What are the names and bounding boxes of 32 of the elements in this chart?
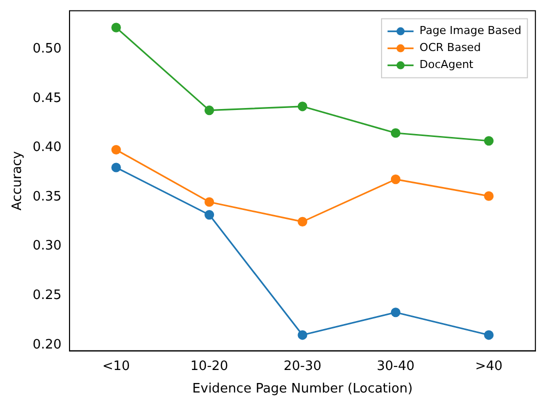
y-tick-label: 0.35 xyxy=(32,189,62,204)
point xyxy=(204,210,214,220)
x-axis-title: Evidence Page Number (Location) xyxy=(192,382,413,397)
x-tick-label: 10-20 xyxy=(190,358,228,374)
point xyxy=(390,174,400,184)
y-tick-label: 0.45 xyxy=(32,90,62,106)
point xyxy=(111,22,121,32)
x-tick-label: 30-40 xyxy=(376,358,415,374)
point xyxy=(390,128,400,138)
x-tick-label: >40 xyxy=(475,358,503,374)
point xyxy=(111,162,121,172)
point xyxy=(484,191,494,201)
y-tick-label: 0.50 xyxy=(32,42,62,57)
point xyxy=(204,106,214,116)
point xyxy=(204,197,214,207)
y-axis-title: Accuracy xyxy=(10,150,26,210)
y-tick-label: 0.20 xyxy=(32,337,62,352)
point xyxy=(484,330,494,340)
y-tick-label: 0.30 xyxy=(32,238,62,254)
point xyxy=(390,308,400,318)
legend-label: OCR Based xyxy=(420,41,481,54)
point xyxy=(298,330,308,340)
legend-label: DocAgent xyxy=(420,58,474,72)
legend-label: Page Image Based xyxy=(420,24,522,38)
x-tick-label: 20-30 xyxy=(284,358,322,374)
x-tick-label: <10 xyxy=(102,358,130,374)
y-tick-label: 0.40 xyxy=(32,140,62,156)
point xyxy=(298,216,308,226)
point xyxy=(111,144,121,155)
y-tick-label: 0.25 xyxy=(32,288,62,303)
point xyxy=(484,136,494,146)
point xyxy=(298,102,308,112)
